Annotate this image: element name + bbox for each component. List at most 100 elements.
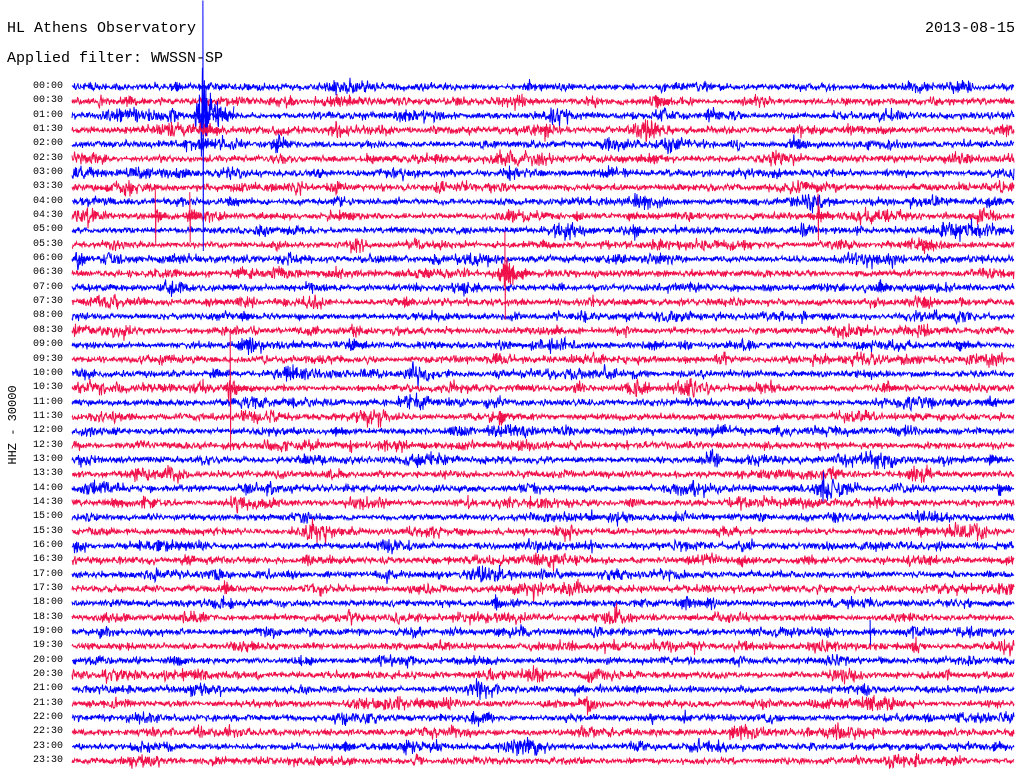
trace-0500 [71, 218, 1015, 242]
trace-1830 [71, 602, 1015, 626]
trace-1700 [71, 564, 1015, 584]
trace-0230 [71, 148, 1015, 168]
time-label-1830: 18:30 [32, 611, 63, 623]
time-label-1500: 15:00 [32, 511, 63, 523]
trace-0930 [71, 351, 1015, 368]
event-burst [382, 742, 391, 750]
time-label-1400: 14:00 [32, 482, 63, 494]
event-burst [180, 554, 198, 566]
time-label-1230: 12:30 [32, 439, 63, 451]
time-label-1730: 17:30 [32, 582, 63, 594]
event-burst [111, 497, 125, 509]
trace-0000 [71, 77, 1015, 96]
event-burst [647, 340, 664, 351]
trace-2300 [71, 736, 1015, 757]
time-label-0830: 08:30 [32, 324, 63, 336]
time-label-0130: 01:30 [32, 124, 63, 135]
event-burst [996, 483, 1011, 497]
trace-1730 [71, 578, 1015, 602]
trace-0130 [71, 119, 1015, 142]
event-burst [270, 133, 292, 154]
trace-2100 [71, 678, 1015, 700]
time-label-1300: 13:00 [32, 453, 63, 465]
trace-2000 [71, 654, 1015, 669]
trace-2130 [71, 695, 1015, 716]
event-burst [365, 152, 382, 165]
trace-0830 [71, 323, 1015, 341]
trace-2230 [71, 722, 1015, 741]
time-label-1430: 14:30 [32, 496, 63, 508]
time-label-1600: 16:00 [32, 539, 63, 551]
filter-label: Applied filter: WWSSN-SP [7, 50, 224, 67]
event-burst [239, 310, 254, 322]
date-label: 2013-08-15 [924, 20, 1015, 37]
trace-1630 [71, 552, 1015, 572]
trace-1100 [71, 392, 1015, 413]
event-burst [185, 192, 202, 243]
time-label-1030: 10:30 [32, 382, 63, 394]
time-label-1800: 18:00 [32, 597, 63, 609]
time-label-0800: 08:00 [32, 310, 63, 322]
event-burst [985, 196, 1002, 209]
event-burst [73, 251, 90, 271]
event-burst [704, 107, 724, 123]
time-label-0630: 06:30 [32, 267, 63, 279]
trace-1330 [71, 464, 1015, 484]
trace-1000 [71, 361, 1015, 389]
time-label-1900: 19:00 [32, 625, 63, 637]
event-burst [172, 81, 183, 90]
event-burst [875, 279, 893, 293]
time-label-1930: 19:30 [32, 640, 63, 652]
event-burst [422, 267, 434, 279]
event-burst [821, 312, 835, 322]
event-burst [301, 453, 313, 465]
event-burst [986, 453, 1001, 466]
trace-2200 [71, 711, 1015, 727]
time-label-0600: 06:00 [32, 253, 63, 265]
time-label-1100: 11:00 [32, 396, 63, 408]
trace-1200 [71, 423, 1015, 439]
event-burst [497, 410, 508, 426]
time-label-2100: 21:00 [32, 683, 63, 695]
event-burst [915, 240, 932, 250]
time-label-1000: 10:00 [32, 367, 63, 379]
event-burst [496, 231, 529, 320]
event-burst [413, 697, 439, 709]
event-burst [842, 98, 851, 107]
trace-1900 [71, 624, 1015, 640]
event-burst [401, 296, 416, 309]
event-burst [226, 196, 241, 207]
event-burst [209, 367, 231, 379]
time-label-1630: 16:30 [32, 554, 63, 566]
event-burst [341, 740, 356, 752]
time-label-0200: 02:00 [32, 138, 63, 150]
trace-0200 [71, 134, 1015, 155]
trace-1130 [71, 409, 1015, 428]
trace-0530 [71, 236, 1015, 254]
trace-0400 [71, 192, 1015, 214]
time-label-0230: 02:30 [32, 152, 63, 164]
event-burst [653, 95, 671, 109]
event-burst [127, 94, 136, 106]
event-burst [985, 395, 1002, 408]
trace-1530 [71, 518, 1015, 545]
time-label-0900: 09:00 [32, 339, 63, 351]
event-burst [344, 338, 364, 351]
time-label-0430: 04:30 [32, 210, 63, 222]
time-label-0030: 00:30 [32, 95, 63, 107]
time-label-0400: 04:00 [32, 195, 63, 207]
time-label-0100: 01:00 [32, 109, 63, 121]
trace-2330 [71, 752, 1015, 769]
event-burst [330, 426, 348, 437]
trace-0900 [71, 335, 1015, 356]
event-burst [881, 379, 896, 394]
event-burst [551, 324, 563, 335]
trace-0330 [71, 179, 1015, 197]
trace-0800 [71, 309, 1015, 326]
time-label-0930: 09:30 [32, 353, 63, 365]
time-label-2200: 22:00 [32, 712, 63, 723]
event-burst [816, 614, 828, 622]
time-label-1530: 15:30 [32, 525, 63, 537]
